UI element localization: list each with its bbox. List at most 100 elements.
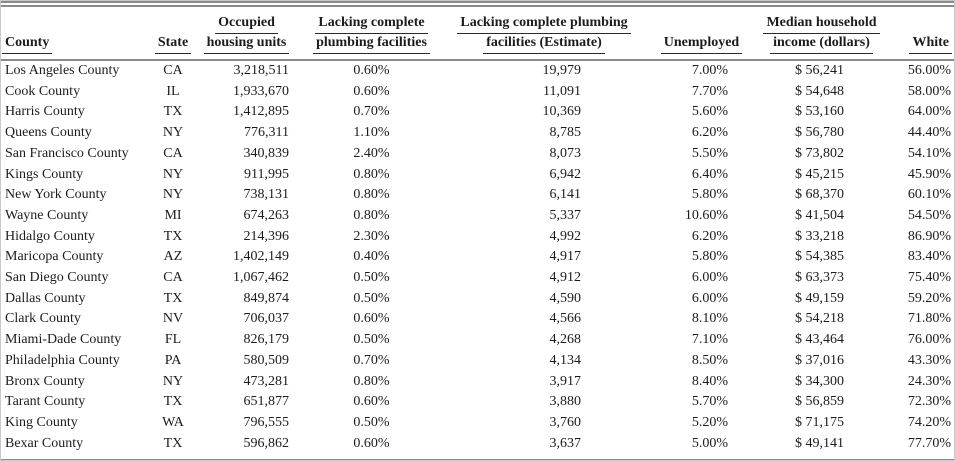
table-row: Queens County NY 776,311 1.10% 8,785 6.20% $ 5… xyxy=(1,123,954,144)
cell-state: TX xyxy=(163,290,183,306)
table-row: Harris County TX 1,412,895 0.70% 10,369 5.60%… xyxy=(1,102,954,123)
cell-lacking-plumbing-estimate: 3,637 xyxy=(549,435,582,451)
cell-lacking-plumbing-estimate: 4,590 xyxy=(549,290,582,306)
cell-lacking-plumbing-estimate: 3,917 xyxy=(549,373,582,389)
cell-occupied-housing-units: 1,402,149 xyxy=(233,249,289,265)
cell-lacking-plumbing-estimate: 11,091 xyxy=(543,83,581,99)
cell-median-household-income: $ 73,802 xyxy=(795,145,844,161)
cell-county: Los Angeles County xyxy=(5,63,120,78)
header-line: State xyxy=(147,34,199,54)
cell-state: TX xyxy=(163,228,183,244)
cell-median-household-income: $ 53,160 xyxy=(795,104,844,120)
cell-lacking-plumbing-pct: 0.60% xyxy=(353,83,390,99)
column-header-white: White xyxy=(889,8,954,60)
cell-lacking-plumbing-pct: 0.50% xyxy=(353,290,390,306)
cell-occupied-housing-units: 796,555 xyxy=(243,414,290,430)
table-row: San Francisco County CA 340,839 2.40% 8,073 5… xyxy=(1,144,954,165)
table-row: Wayne County MI 674,263 0.80% 5,337 10.60% $ 4… xyxy=(1,206,954,227)
cell-occupied-housing-units: 706,037 xyxy=(243,311,290,327)
cell-lacking-plumbing-estimate: 4,992 xyxy=(549,228,582,244)
header-line: Unemployed xyxy=(649,34,754,54)
table-row: Hidalgo County TX 214,396 2.30% 4,992 6.20% $ … xyxy=(1,227,954,248)
cell-county: Maricopa County xyxy=(5,249,104,265)
cell-unemployed: 8.10% xyxy=(691,311,728,327)
table-row: Maricopa County AZ 1,402,149 0.40% 4,917 5.80… xyxy=(1,247,954,268)
header-line: Lacking complete xyxy=(304,14,439,34)
cell-unemployed: 6.20% xyxy=(691,125,728,141)
cell-lacking-plumbing-estimate: 4,917 xyxy=(549,249,582,265)
cell-lacking-plumbing-pct: 2.40% xyxy=(353,145,390,161)
cell-occupied-housing-units: 911,995 xyxy=(244,166,289,182)
header-line: housing units xyxy=(199,34,294,54)
table-row: Clark County NV 706,037 0.60% 4,566 8.10% $ 54… xyxy=(1,309,954,330)
cell-lacking-plumbing-estimate: 8,073 xyxy=(549,145,582,161)
cell-white: 86.90% xyxy=(907,228,951,244)
cell-occupied-housing-units: 1,067,462 xyxy=(233,270,289,286)
cell-lacking-plumbing-pct: 2.30% xyxy=(353,228,390,244)
cell-lacking-plumbing-estimate: 4,566 xyxy=(549,311,582,327)
cell-occupied-housing-units: 3,218,511 xyxy=(233,63,289,78)
cell-county: Miami-Dade County xyxy=(5,332,122,348)
cell-occupied-housing-units: 674,263 xyxy=(243,207,290,223)
cell-state: IL xyxy=(166,83,180,99)
cell-lacking-plumbing-pct: 1.10% xyxy=(353,125,390,141)
header-text: plumbing facilities xyxy=(313,34,430,54)
cell-county: Harris County xyxy=(5,104,85,120)
column-header-lacking-plumbing-estimate: Lacking complete plumbing facilities (Est… xyxy=(439,8,649,60)
cell-county: Clark County xyxy=(5,311,81,327)
cell-unemployed: 7.70% xyxy=(691,83,728,99)
cell-white: 76.00% xyxy=(907,332,951,348)
cell-white: 54.10% xyxy=(907,145,951,161)
cell-white: 77.70% xyxy=(907,435,951,451)
cell-state: FL xyxy=(164,332,182,348)
cell-lacking-plumbing-pct: 0.40% xyxy=(353,249,390,265)
cell-state: NY xyxy=(162,373,184,389)
cell-occupied-housing-units: 214,396 xyxy=(243,228,290,244)
cell-county: Wayne County xyxy=(5,207,89,223)
cell-lacking-plumbing-pct: 0.60% xyxy=(353,63,390,78)
header-text: Lacking complete xyxy=(315,14,428,34)
header-line: White xyxy=(889,34,952,54)
cell-white: 71.80% xyxy=(907,311,951,327)
table-row: Cook County IL 1,933,670 0.60% 11,091 7.70% $ … xyxy=(1,82,954,103)
table-row: Bexar County TX 596,862 0.60% 3,637 5.00% $ 49… xyxy=(1,434,954,455)
cell-white: 58.00% xyxy=(907,83,951,99)
cell-white: 72.30% xyxy=(907,394,951,410)
cell-unemployed: 10.60% xyxy=(684,207,728,223)
cell-state: CA xyxy=(163,145,183,161)
header-line: County xyxy=(2,34,147,54)
cell-unemployed: 8.40% xyxy=(691,373,728,389)
cell-unemployed: 6.20% xyxy=(691,228,728,244)
cell-lacking-plumbing-pct: 0.60% xyxy=(353,435,390,451)
cell-median-household-income: $ 33,218 xyxy=(795,228,844,244)
cell-county: King County xyxy=(5,414,78,430)
cell-lacking-plumbing-pct: 0.80% xyxy=(353,187,390,203)
header-text: income (dollars) xyxy=(770,34,873,54)
cell-county: Kings County xyxy=(5,166,84,182)
cell-occupied-housing-units: 596,862 xyxy=(243,435,290,451)
cell-county: New York County xyxy=(5,187,107,203)
cell-state: WA xyxy=(162,414,184,430)
cell-lacking-plumbing-estimate: 4,912 xyxy=(549,270,582,286)
cell-white: 83.40% xyxy=(907,249,951,265)
cell-median-household-income: $ 41,504 xyxy=(795,207,844,223)
table-row: Kings County NY 911,995 0.80% 6,942 6.40% $ 45… xyxy=(1,165,954,186)
cell-unemployed: 7.00% xyxy=(691,63,728,78)
cell-county: Queens County xyxy=(5,125,92,141)
cell-lacking-plumbing-pct: 0.60% xyxy=(353,311,390,327)
column-header-median-household-income: Median household income (dollars) xyxy=(754,8,889,60)
cell-white: 45.90% xyxy=(907,166,951,182)
cell-white: 43.30% xyxy=(907,352,951,368)
cell-state: TX xyxy=(163,394,183,410)
cell-median-household-income: $ 45,215 xyxy=(795,166,844,182)
table-row: New York County NY 738,131 0.80% 6,141 5.80% $… xyxy=(1,185,954,206)
bottom-double-rule xyxy=(1,459,954,460)
cell-white: 60.10% xyxy=(907,187,951,203)
cell-lacking-plumbing-estimate: 6,141 xyxy=(549,187,582,203)
header-line: Lacking complete plumbing xyxy=(439,14,649,34)
top-double-rule xyxy=(1,1,954,7)
table-row: Bronx County NY 473,281 0.80% 3,917 8.40% $ 34… xyxy=(1,372,954,393)
header-text: State xyxy=(154,34,192,54)
cell-state: NV xyxy=(162,311,184,327)
